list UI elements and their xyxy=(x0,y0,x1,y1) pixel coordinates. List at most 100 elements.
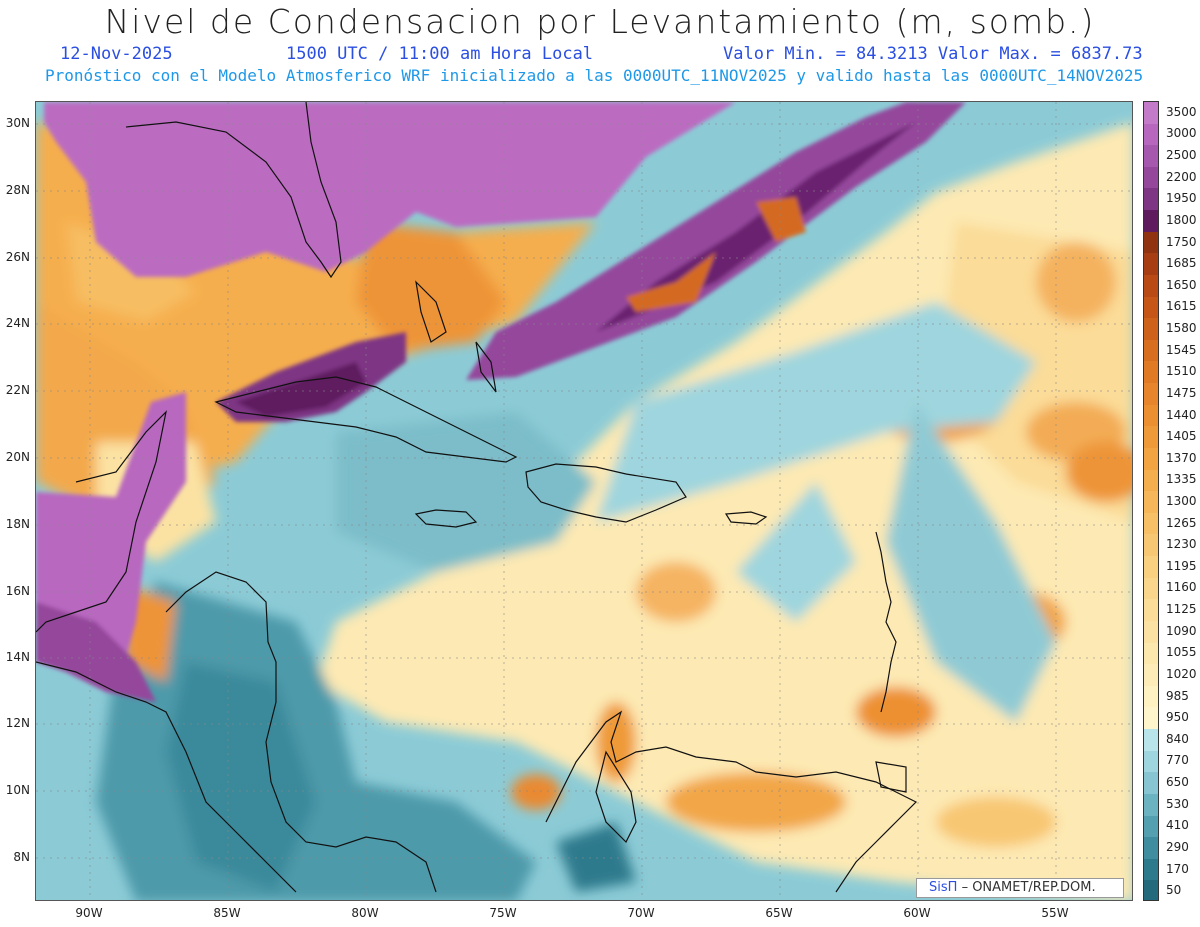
color-scale-label: 950 xyxy=(1166,710,1189,725)
color-scale-label: 1160 xyxy=(1166,580,1197,595)
color-scale-label: 650 xyxy=(1166,775,1189,790)
lon-label: 80W xyxy=(351,906,379,920)
color-scale-cell xyxy=(1144,102,1158,125)
color-scale-label: 1440 xyxy=(1166,407,1197,422)
color-scale-cell xyxy=(1144,707,1158,730)
color-scale-cell xyxy=(1144,210,1158,233)
color-scale-label: 1335 xyxy=(1166,472,1197,487)
color-scale-cell xyxy=(1144,772,1158,795)
color-scale-label: 2200 xyxy=(1166,169,1197,184)
color-scale-cell xyxy=(1144,361,1158,384)
lon-label: 65W xyxy=(765,906,793,920)
color-scale-label: 290 xyxy=(1166,839,1189,854)
forecast-time: 1500 UTC / 11:00 am Hora Local xyxy=(286,44,594,64)
graticule xyxy=(36,102,1132,900)
lon-label: 75W xyxy=(489,906,517,920)
credit-text: – ONAMET/REP.DOM. xyxy=(961,880,1096,895)
color-scale-cell xyxy=(1144,642,1158,665)
color-scale-label: 1650 xyxy=(1166,277,1197,292)
color-scale-cell xyxy=(1144,620,1158,644)
lon-label: 55W xyxy=(1041,906,1069,920)
color-scale-cell xyxy=(1144,469,1158,492)
color-scale-label: 770 xyxy=(1166,753,1189,768)
lat-label: 20N xyxy=(5,450,30,464)
color-scale-label: 3000 xyxy=(1166,126,1197,141)
color-scale-cell xyxy=(1144,447,1158,471)
map-title: Nivel de Condensacion por Levantamiento … xyxy=(104,2,1096,41)
color-scale-label: 1300 xyxy=(1166,494,1197,508)
color-scale-label: 1230 xyxy=(1166,537,1197,552)
credit-box: SisΠ – ONAMET/REP.DOM. xyxy=(916,878,1124,898)
lon-label: 70W xyxy=(627,906,655,920)
color-scale-cell xyxy=(1144,404,1158,427)
value-min-max: Valor Min. = 84.3213 Valor Max. = 6837.7… xyxy=(723,44,1143,64)
color-scale-label: 2500 xyxy=(1166,148,1197,163)
color-scale-label: 1020 xyxy=(1166,666,1197,681)
lcl-map xyxy=(35,101,1133,901)
color-scale-cell xyxy=(1144,253,1158,276)
high-lcl-zones xyxy=(36,102,966,702)
color-scale-label: 1685 xyxy=(1166,256,1197,271)
color-scale-label: 1545 xyxy=(1166,342,1197,357)
color-scale-cell xyxy=(1144,296,1158,319)
color-scale-label: 1615 xyxy=(1166,299,1197,314)
color-scale-cell xyxy=(1144,274,1158,298)
lat-label: 26N xyxy=(5,250,30,264)
forecast-date: 12-Nov-2025 xyxy=(60,44,173,64)
color-scale-cell xyxy=(1144,318,1158,341)
color-scale-label: 530 xyxy=(1166,796,1189,811)
color-scale-label: 1125 xyxy=(1166,602,1197,617)
color-scale-cell xyxy=(1144,231,1158,254)
color-scale-label: 1265 xyxy=(1166,515,1197,530)
color-scale-cell xyxy=(1144,166,1158,189)
color-scale-cell xyxy=(1144,577,1158,600)
color-scale-label: 1950 xyxy=(1166,191,1197,206)
map-canvas xyxy=(36,102,1132,900)
lon-label: 85W xyxy=(213,906,241,920)
color-scale-label: 1195 xyxy=(1166,558,1197,573)
color-scale-cell xyxy=(1144,145,1158,168)
lat-label: 28N xyxy=(5,183,30,197)
color-scale-label: 1090 xyxy=(1166,623,1197,638)
lat-label: 10N xyxy=(5,783,30,797)
lcl-field xyxy=(36,122,1132,900)
lat-label: 16N xyxy=(5,584,30,598)
color-scale-label: 1370 xyxy=(1166,450,1197,465)
color-scale-cell xyxy=(1144,837,1158,860)
lat-label: 30N xyxy=(5,116,30,130)
lat-label: 22N xyxy=(5,383,30,397)
color-scale-cell xyxy=(1144,815,1158,838)
color-scale-cell xyxy=(1144,880,1158,900)
color-scale-label: 985 xyxy=(1166,688,1189,703)
color-scale-cell xyxy=(1144,750,1158,773)
credit-brand: SisΠ xyxy=(929,880,958,895)
color-scale-cell xyxy=(1144,685,1158,708)
lat-label: 8N xyxy=(13,850,30,864)
color-scale-label: 840 xyxy=(1166,731,1189,746)
color-scale-cell xyxy=(1144,512,1158,535)
color-scale-cell xyxy=(1144,858,1158,881)
color-scale-cell xyxy=(1144,123,1158,146)
color-scale-label: 1475 xyxy=(1166,385,1197,400)
forecast-description: Pronóstico con el Modelo Atmosferico WRF… xyxy=(45,66,1144,85)
color-scale-cell xyxy=(1144,383,1158,406)
color-scale-cell xyxy=(1144,426,1158,449)
color-scale-bar xyxy=(1143,101,1159,901)
color-scale-cell xyxy=(1144,188,1158,211)
color-scale-label: 3500 xyxy=(1166,104,1197,119)
color-scale-label: 1800 xyxy=(1166,212,1197,227)
lat-label: 18N xyxy=(5,517,30,531)
color-scale-label: 410 xyxy=(1166,818,1189,833)
color-scale-cell xyxy=(1144,534,1158,557)
color-scale-cell xyxy=(1144,729,1158,752)
color-scale-cell xyxy=(1144,599,1158,622)
color-scale-label: 1510 xyxy=(1166,364,1197,379)
lat-label: 24N xyxy=(5,316,30,330)
color-scale-cell xyxy=(1144,556,1158,579)
coastlines xyxy=(36,102,918,893)
lon-label: 90W xyxy=(75,906,103,920)
color-scale-label: 1055 xyxy=(1166,645,1197,660)
color-scale-label: 50 xyxy=(1166,883,1182,898)
color-scale-label: 1405 xyxy=(1166,429,1197,444)
color-scale-cell xyxy=(1144,664,1158,687)
